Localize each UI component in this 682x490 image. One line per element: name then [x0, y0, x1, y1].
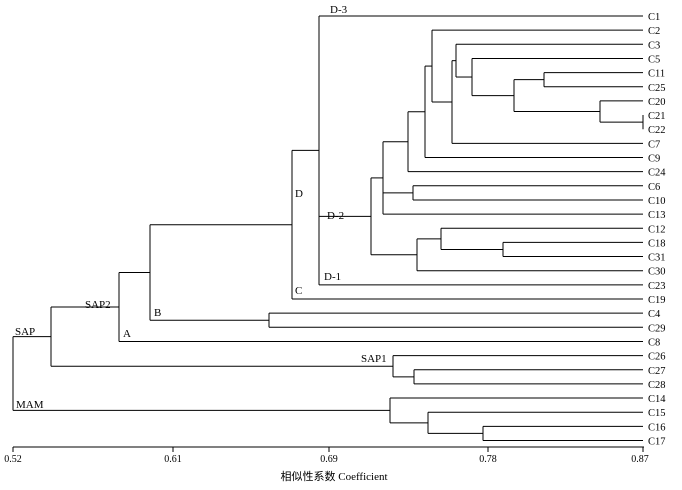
leaf-label: C30	[648, 267, 666, 278]
group-label-sap: SAP	[15, 326, 35, 338]
group-label-c: C	[295, 285, 302, 297]
dendrogram-branches	[12, 15, 644, 441]
leaf-label: C20	[648, 97, 666, 108]
group-label-d3: D-3	[330, 4, 348, 16]
group-label-sap1: SAP1	[361, 353, 387, 365]
leaf-label: C16	[648, 422, 666, 433]
leaf-label: C11	[648, 69, 665, 80]
leaf-label: C9	[648, 154, 660, 165]
group-label-d2: D-2	[327, 210, 344, 222]
group-label-d1: D-1	[324, 271, 341, 283]
leaf-label: C14	[648, 394, 666, 405]
leaf-label: C24	[648, 168, 666, 179]
group-label-sap2: SAP2	[85, 299, 111, 311]
leaf-label: C26	[648, 352, 666, 363]
x-tick-label: 0.52	[4, 454, 22, 465]
leaf-label: C3	[648, 40, 660, 51]
leaf-label: C31	[648, 253, 666, 264]
leaf-label: C5	[648, 54, 660, 65]
group-label-d: D	[295, 188, 303, 200]
x-axis-title: 相似性系数 Coefficient	[280, 469, 387, 483]
group-label-b: B	[154, 307, 161, 319]
leaf-label: C23	[648, 281, 666, 292]
leaf-label: C4	[648, 309, 661, 320]
leaf-label: C27	[648, 366, 666, 377]
leaf-label: C15	[648, 408, 666, 419]
x-axis: 0.52 0.61 0.69 0.78 0.87 相似性系数 Coefficie…	[4, 446, 649, 483]
leaf-label: C22	[648, 125, 666, 136]
x-tick-label: 0.87	[631, 454, 649, 465]
leaf-label: C28	[648, 380, 666, 391]
leaf-label: C13	[648, 210, 666, 221]
leaf-label: C25	[648, 83, 666, 94]
group-label-mam: MAM	[16, 399, 44, 411]
leaf-label: C18	[648, 238, 666, 249]
leaf-label: C29	[648, 323, 666, 334]
x-tick-label: 0.61	[164, 454, 182, 465]
leaf-label: C8	[648, 337, 660, 348]
leaf-label: C2	[648, 26, 660, 37]
x-tick-label: 0.78	[479, 454, 497, 465]
leaf-label: C21	[648, 111, 666, 122]
x-tick-label: 0.69	[320, 454, 338, 465]
leaf-label: C19	[648, 295, 666, 306]
leaf-label: C1	[648, 12, 660, 23]
leaf-label: C10	[648, 196, 666, 207]
leaf-label: C7	[648, 139, 660, 150]
leaf-labels: C1 C2 C3 C5 C11 C25 C20 C21 C22 C7 C9 C24 C6 C10 C13 C1…	[648, 12, 666, 448]
group-label-a: A	[123, 328, 131, 340]
group-labels: D-3 D-2 D-1 D C B A SAP2 SAP SAP1 MAM	[15, 4, 387, 411]
leaf-label: C6	[648, 182, 660, 193]
leaf-label: C12	[648, 224, 666, 235]
leaf-label: C17	[648, 437, 666, 448]
